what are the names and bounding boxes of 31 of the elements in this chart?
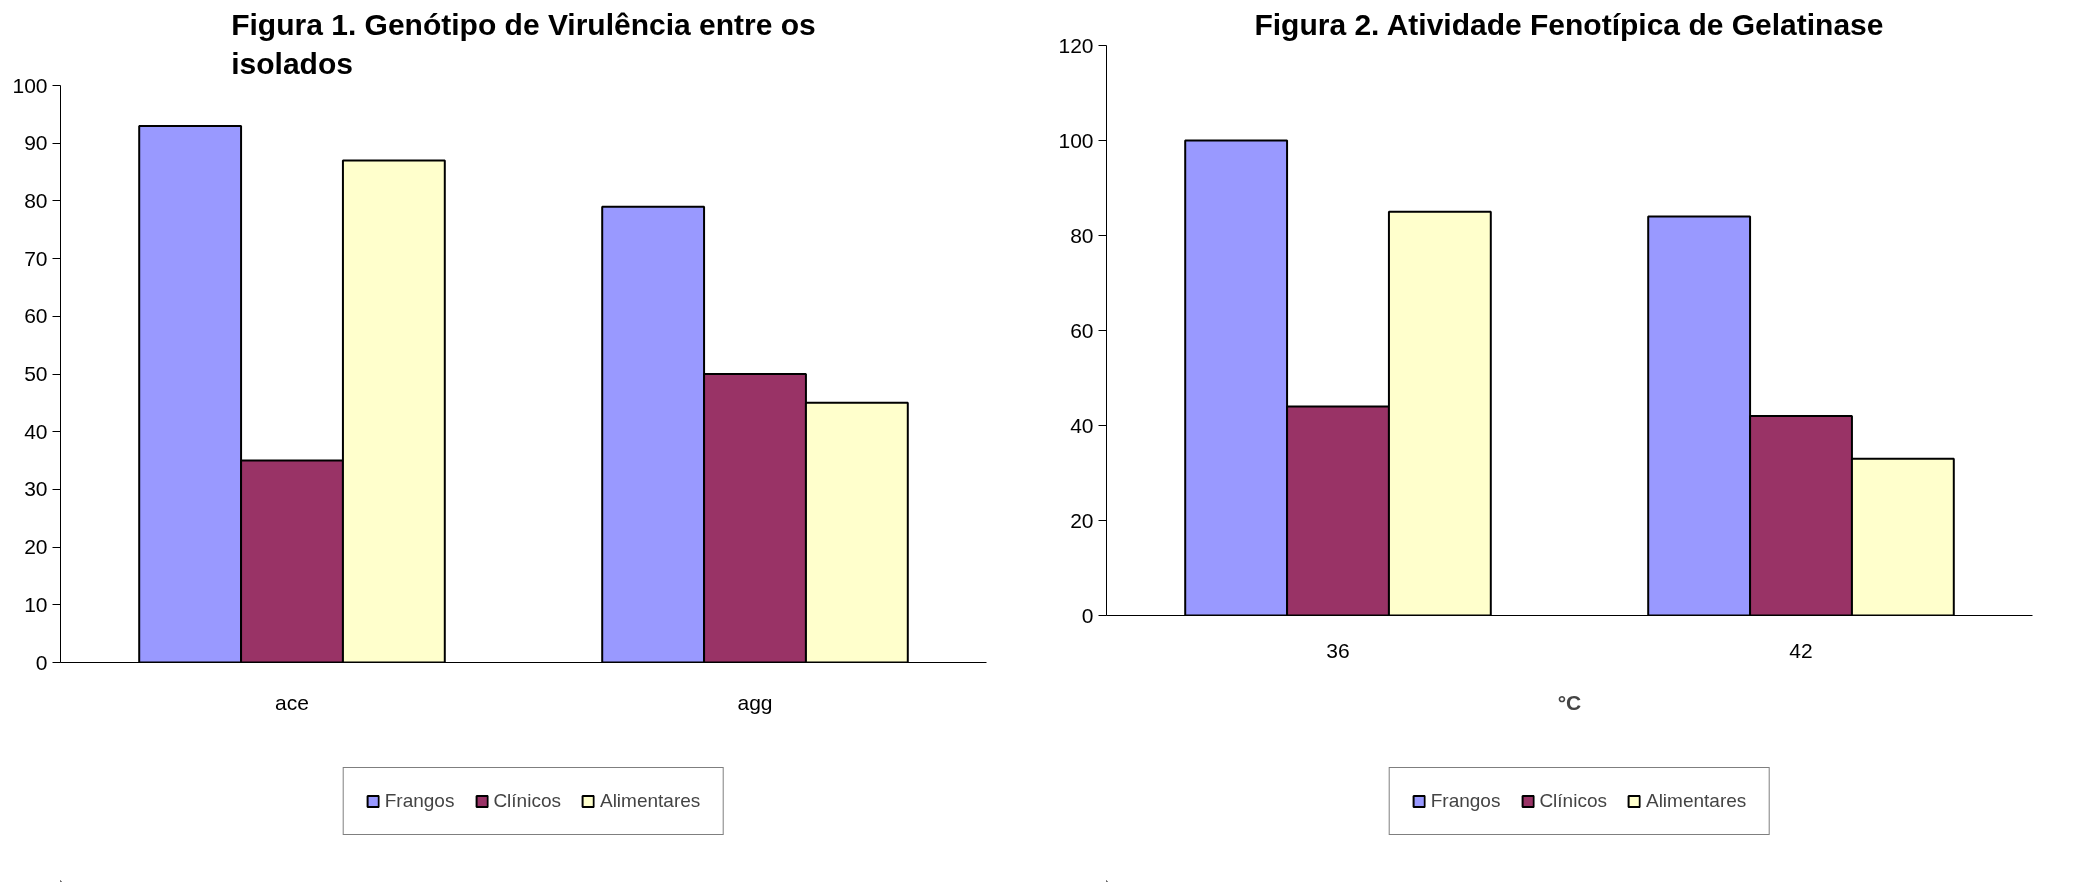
y-tick-label: 60: [24, 304, 48, 328]
legend-label: Alimentares: [599, 790, 701, 812]
legend-label: Frangos: [384, 790, 455, 812]
y-tick-label: 80: [24, 188, 48, 212]
x-tick-label: 36: [1326, 638, 1350, 662]
legend-label: Frangos: [1430, 790, 1501, 812]
legend-label: Clínicos: [1539, 790, 1607, 812]
legend-label: Clínicos: [493, 790, 561, 812]
y-tick-label: 20: [24, 535, 48, 559]
y-tick-label: 60: [1070, 318, 1094, 342]
y-tick-label: 30: [24, 477, 48, 501]
y-tick-label: 70: [24, 246, 48, 270]
y-tick-label: 0: [35, 650, 48, 674]
y-tick-label: 40: [1070, 413, 1094, 437]
x-axis-title: °C: [1557, 690, 1582, 714]
y-tick-label: 80: [1070, 223, 1094, 247]
y-tick-label: 20: [1070, 508, 1094, 532]
x-tick-label: 42: [1789, 638, 1813, 662]
chart-title: Figura 2. Atividade Fenotípica de Gelatinase: [1254, 7, 1884, 41]
y-tick-label: 50: [24, 362, 48, 385]
y-tick-label: 0: [1081, 603, 1094, 627]
legend-label: Alimentares: [1645, 790, 1747, 812]
x-tick-label: ace: [275, 690, 309, 714]
y-tick-label: 10: [24, 592, 48, 616]
y-tick-label: 120: [1058, 33, 1094, 57]
y-tick-label: 100: [12, 73, 48, 97]
y-tick-label: 100: [1058, 128, 1094, 152]
y-tick-label: 40: [24, 419, 48, 443]
chart-title: Figura 1. Genótipo de Virulência entre os isolados: [231, 7, 816, 81]
x-tick-label: agg: [737, 690, 773, 714]
y-tick-label: 90: [24, 131, 48, 155]
